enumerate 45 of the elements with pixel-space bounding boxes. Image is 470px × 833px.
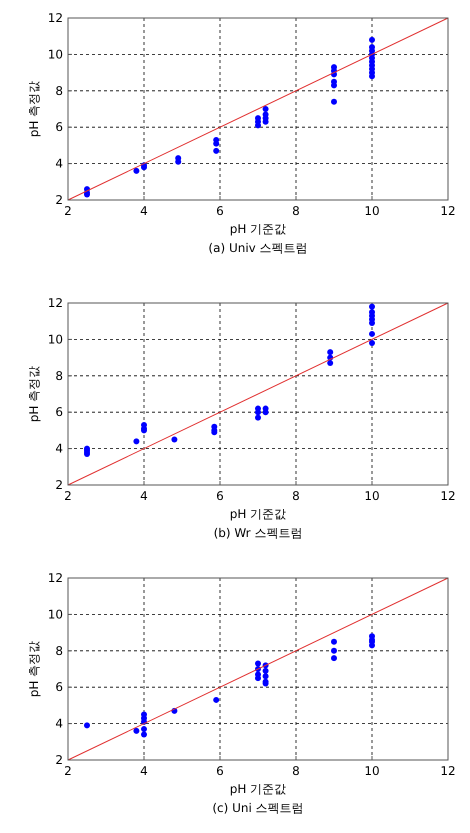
y-tick-label: 2 [55, 753, 63, 767]
x-tick-label: 8 [292, 204, 300, 218]
y-tick-label: 4 [55, 156, 63, 171]
y-tick-label: 12 [48, 296, 63, 310]
x-axis-title: pH 기준값 [230, 782, 286, 796]
y-tick-label: 6 [55, 405, 63, 420]
y-tick-label: 12 [48, 11, 63, 25]
y-tick-label: 8 [55, 644, 63, 658]
y-axis-title: pH 측정값 [27, 80, 41, 138]
x-tick-label: 10 [364, 489, 380, 503]
x-tick-label: 4 [140, 764, 148, 778]
x-tick-label: 2 [64, 204, 72, 218]
y-axis-title: pH 측정값 [27, 366, 41, 422]
y-tick-label: 2 [55, 478, 63, 492]
x-tick-label: 4 [140, 489, 148, 503]
y-tick-label: 6 [55, 680, 63, 694]
x-axis-title: pH 기준값 [230, 507, 286, 521]
y-tick-label: 4 [55, 442, 63, 456]
x-tick-label: 2 [64, 489, 72, 503]
x-tick-label: 8 [292, 764, 300, 778]
text: (c) Uni 스펙트럼 [212, 801, 304, 815]
x-tick-label: 6 [216, 489, 224, 503]
x-tick-label: 12 [440, 204, 456, 218]
x-tick-label: 12 [440, 764, 456, 778]
y-tick-label: 10 [48, 332, 63, 346]
y-tick-label: 10 [48, 607, 63, 622]
x-tick-label: 12 [440, 489, 456, 503]
x-tick-label: 6 [216, 204, 224, 218]
y-axis-title: pH 측정값 [27, 640, 41, 698]
x-tick-label: 10 [364, 764, 380, 778]
y-tick-label: 10 [48, 47, 63, 62]
y-tick-label: 8 [55, 84, 63, 98]
y-tick-label: 8 [55, 368, 63, 383]
y-tick-label: 6 [55, 120, 63, 134]
y-tick-label: 12 [48, 571, 63, 585]
y-tick-label: 2 [55, 193, 63, 207]
text: (a) Univ 스펙트럼 [208, 241, 308, 255]
x-tick-label: 8 [292, 489, 300, 503]
x-tick-label: 10 [364, 204, 380, 218]
x-tick-label: 4 [140, 204, 148, 218]
text: (b) Wr 스펙트럼 [214, 526, 302, 540]
x-tick-label: 2 [64, 764, 72, 778]
x-axis-title: pH 기준값 [230, 222, 286, 236]
x-tick-label: 6 [216, 764, 224, 778]
y-tick-label: 4 [55, 716, 63, 731]
